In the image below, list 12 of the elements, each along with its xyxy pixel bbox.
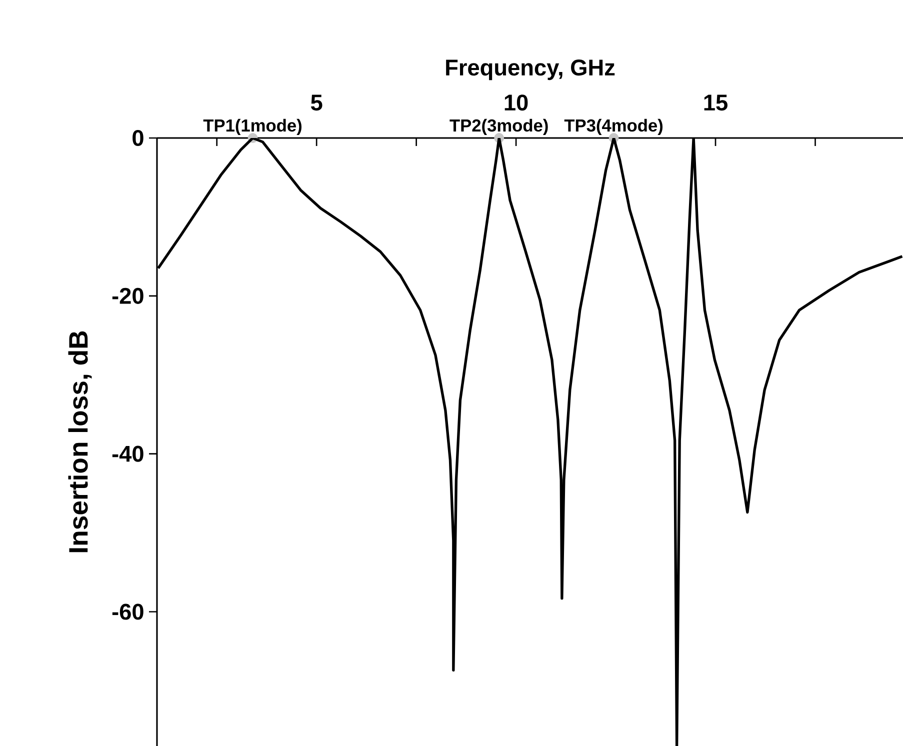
x-tick-label: 10 [504,94,528,111]
annotation: TP1(1mode) [203,118,302,136]
x-tick-label: 5 [310,94,322,111]
annotation: TP2(3mode) [450,118,548,136]
x-tick-label: 15 [704,94,728,111]
annotation: TP3(4mode) [564,118,663,136]
y-tick-label: 0 [132,130,144,146]
y-tick-label: -60 [112,604,144,620]
y-tick-label: -40 [112,446,144,462]
y-tick-label: -20 [112,288,144,304]
y-axis-title: Insertion loss, dB [68,331,92,552]
x-axis-title: Frequency, GHz [446,60,615,80]
